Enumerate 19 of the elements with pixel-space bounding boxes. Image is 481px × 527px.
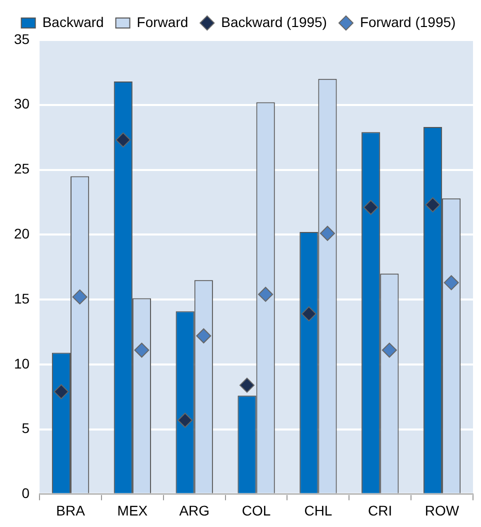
x-tick-label: COL bbox=[242, 502, 271, 518]
y-tick-label: 15 bbox=[14, 290, 30, 306]
y-tick-label: 25 bbox=[14, 160, 30, 177]
x-tick-label: CRI bbox=[368, 502, 392, 518]
legend-label: Backward bbox=[42, 14, 104, 30]
legend-label: Forward (1995) bbox=[360, 14, 456, 30]
legend-label: Backward (1995) bbox=[221, 14, 327, 30]
y-tick-label: 30 bbox=[14, 96, 30, 112]
x-tick-label: BRA bbox=[56, 502, 86, 518]
y-tick-label: 5 bbox=[22, 420, 30, 436]
y-tick-label: 20 bbox=[14, 226, 30, 242]
x-tick-label: ARG bbox=[179, 502, 210, 518]
y-tick-label: 35 bbox=[14, 30, 30, 47]
x-tick-label: ROW bbox=[424, 502, 460, 518]
y-tick-label: 0 bbox=[22, 485, 30, 502]
x-tick-label: MEX bbox=[117, 502, 148, 518]
x-tick-label: CHL bbox=[304, 502, 332, 518]
legend-label: Forward bbox=[136, 14, 188, 30]
y-tick-label: 10 bbox=[14, 355, 30, 372]
